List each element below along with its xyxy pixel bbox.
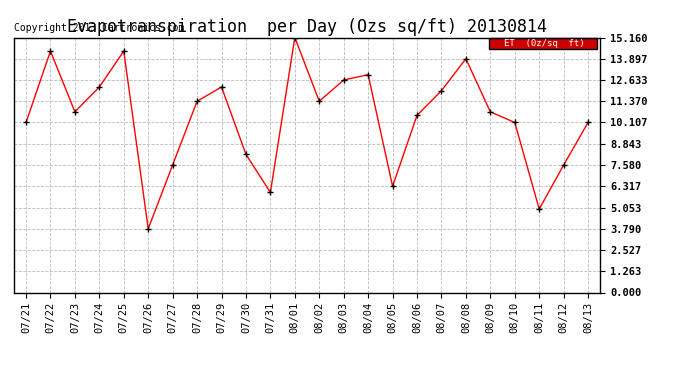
Text: ET  (0z/sq  ft): ET (0z/sq ft) (504, 39, 585, 48)
Title: Evapotranspiration  per Day (Ozs sq/ft) 20130814: Evapotranspiration per Day (Ozs sq/ft) 2… (67, 18, 547, 36)
Text: Copyright 2013 Cartronics.com: Copyright 2013 Cartronics.com (14, 24, 184, 33)
FancyBboxPatch shape (489, 38, 598, 49)
